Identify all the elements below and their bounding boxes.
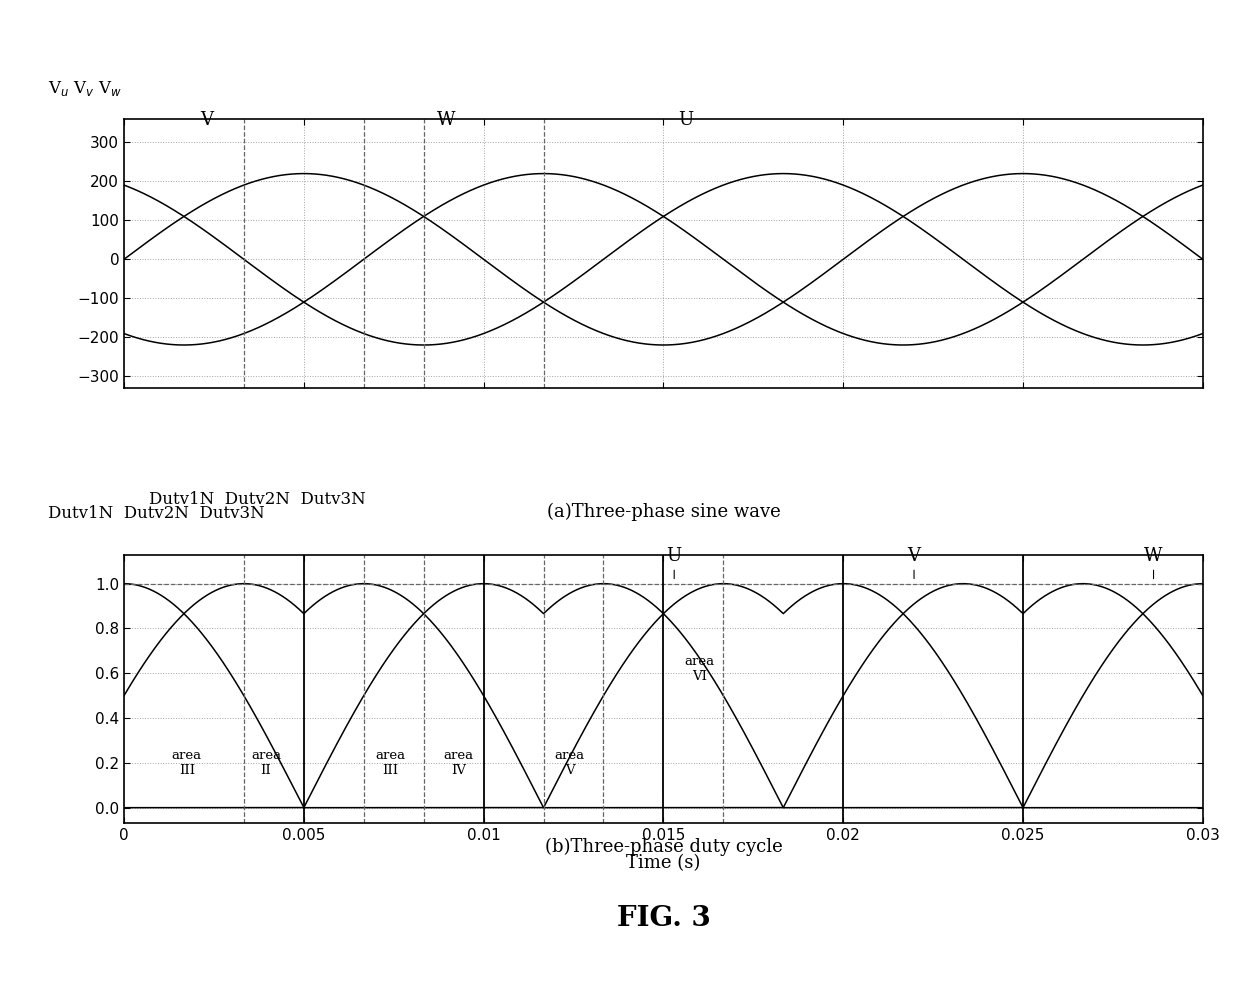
Text: V$_u$ V$_v$ V$_w$: V$_u$ V$_v$ V$_w$	[48, 78, 123, 97]
Text: area
VI: area VI	[684, 655, 714, 682]
X-axis label: Time (s): Time (s)	[626, 854, 701, 872]
Text: FIG. 3: FIG. 3	[616, 906, 711, 932]
Text: area
IV: area IV	[444, 749, 474, 777]
Text: area
III: area III	[374, 749, 405, 777]
Text: area
II: area II	[250, 749, 281, 777]
Text: U: U	[667, 547, 682, 578]
Text: V: V	[908, 547, 920, 578]
Text: V: V	[200, 111, 213, 129]
Text: Dutv1N  Dutv2N  Dutv3N: Dutv1N Dutv2N Dutv3N	[149, 491, 366, 508]
Text: W: W	[1145, 547, 1163, 578]
Text: (b)Three-phase duty cycle: (b)Three-phase duty cycle	[544, 838, 782, 856]
Text: Dutv1N  Dutv2N  Dutv3N: Dutv1N Dutv2N Dutv3N	[48, 505, 265, 522]
Text: U: U	[678, 111, 693, 129]
Text: (a)Three-phase sine wave: (a)Three-phase sine wave	[547, 503, 780, 521]
Text: area
V: area V	[554, 749, 585, 777]
Text: W: W	[438, 111, 456, 129]
Text: area
III: area III	[172, 749, 202, 777]
